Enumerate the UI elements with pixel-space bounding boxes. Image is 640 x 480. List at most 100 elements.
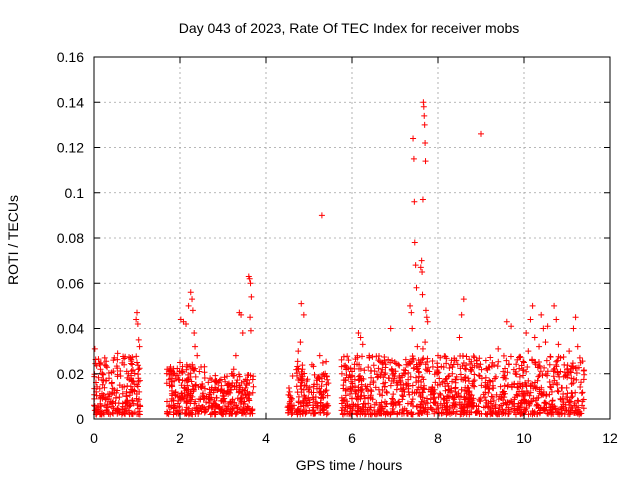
roti-noise-point — [246, 380, 253, 387]
roti-point — [185, 302, 192, 309]
roti-noise-point — [368, 374, 375, 381]
roti-point — [516, 404, 523, 411]
roti-noise-point — [452, 401, 459, 408]
roti-noise-point — [370, 362, 377, 369]
roti-noise-point — [315, 373, 322, 380]
roti-noise-point — [446, 395, 453, 402]
roti-noise-point — [391, 375, 398, 382]
roti-noise-point — [396, 401, 403, 408]
roti-noise-point — [468, 368, 475, 375]
roti-point — [303, 397, 310, 404]
roti-noise-point — [406, 358, 413, 365]
roti-noise-point — [445, 383, 452, 390]
roti-noise-point — [134, 383, 141, 390]
roti-noise-point — [365, 364, 372, 371]
roti-point — [318, 212, 325, 219]
roti-point — [542, 339, 549, 346]
roti-noise-point — [352, 383, 359, 390]
roti-point — [419, 345, 426, 352]
roti-point — [202, 406, 209, 413]
roti-point — [211, 397, 218, 404]
roti-noise-point — [555, 407, 562, 413]
roti-noise-point — [434, 368, 441, 375]
roti-noise-point — [384, 410, 391, 417]
roti-noise-point — [378, 399, 385, 406]
roti-noise-point — [465, 378, 472, 385]
roti-noise-point — [544, 410, 551, 417]
roti-noise-point — [502, 410, 509, 417]
roti-noise-point — [421, 398, 428, 405]
roti-noise-point — [346, 391, 353, 398]
roti-point — [215, 379, 222, 386]
roti-noise-point — [220, 395, 227, 402]
roti-noise-point — [519, 372, 526, 379]
axis-ticks — [93, 56, 611, 420]
roti-noise-point — [484, 367, 491, 374]
roti-noise-point — [495, 407, 502, 414]
roti-point — [538, 311, 545, 318]
roti-noise-point — [443, 360, 450, 367]
roti-noise-point — [367, 404, 374, 411]
roti-noise-point — [305, 386, 312, 393]
x-tick-label: 10 — [516, 430, 532, 446]
roti-noise-point — [97, 400, 104, 407]
roti-noise-point — [504, 383, 511, 390]
roti-noise-point — [405, 369, 412, 376]
roti-noise-point — [359, 403, 366, 410]
roti-noise-point — [519, 393, 526, 400]
roti-noise-point — [231, 384, 238, 391]
roti-noise-point — [311, 371, 318, 378]
roti-noise-point — [422, 361, 429, 368]
roti-noise-point — [525, 377, 532, 384]
roti-noise-point — [183, 366, 190, 373]
roti-noise-point — [201, 369, 208, 376]
roti-point — [134, 359, 140, 366]
roti-noise-point — [185, 386, 192, 393]
roti-noise-point — [189, 383, 196, 390]
roti-noise-point — [431, 386, 438, 393]
roti-point — [422, 339, 429, 346]
roti-noise-point — [503, 357, 510, 364]
roti-point — [527, 316, 534, 323]
x-tick-labels: 0 2 4 6 8 10 12 — [90, 430, 618, 446]
roti-noise-point — [390, 396, 397, 403]
roti-point — [473, 357, 480, 364]
roti-noise-point — [301, 370, 308, 377]
roti-noise-point — [393, 386, 400, 393]
roti-noise-point — [521, 406, 528, 413]
roti-noise-point — [446, 372, 453, 379]
roti-point — [435, 352, 441, 359]
roti-noise-point — [431, 399, 438, 406]
roti-noise-point — [483, 383, 490, 390]
roti-noise-point — [477, 361, 484, 368]
roti-point — [237, 384, 244, 391]
roti-noise-point — [91, 371, 98, 378]
roti-noise-point — [188, 378, 195, 385]
roti-point — [135, 336, 142, 343]
roti-noise-point — [568, 381, 575, 388]
roti-point — [410, 135, 417, 142]
roti-point — [187, 289, 194, 296]
roti-point — [135, 375, 142, 382]
roti-noise-point — [577, 359, 584, 366]
roti-noise-point — [448, 357, 455, 364]
roti-noise-point — [438, 363, 445, 370]
roti-noise-point — [379, 392, 386, 399]
roti-point — [288, 395, 295, 402]
roti-noise-point — [184, 377, 191, 384]
roti-noise-point — [495, 358, 502, 365]
roti-point — [574, 343, 581, 350]
roti-point — [207, 375, 214, 382]
roti-point — [503, 318, 510, 325]
roti-noise-point — [470, 353, 477, 360]
roti-noise-point — [559, 410, 566, 417]
roti-noise-point — [299, 377, 306, 384]
roti-noise-point — [419, 356, 426, 363]
roti-noise-point — [569, 393, 576, 400]
roti-noise-point — [133, 353, 140, 360]
roti-noise-point — [249, 406, 256, 413]
roti-noise-point — [413, 403, 420, 410]
roti-noise-point — [294, 407, 301, 414]
roti-point — [300, 311, 307, 318]
roti-point — [194, 352, 201, 359]
